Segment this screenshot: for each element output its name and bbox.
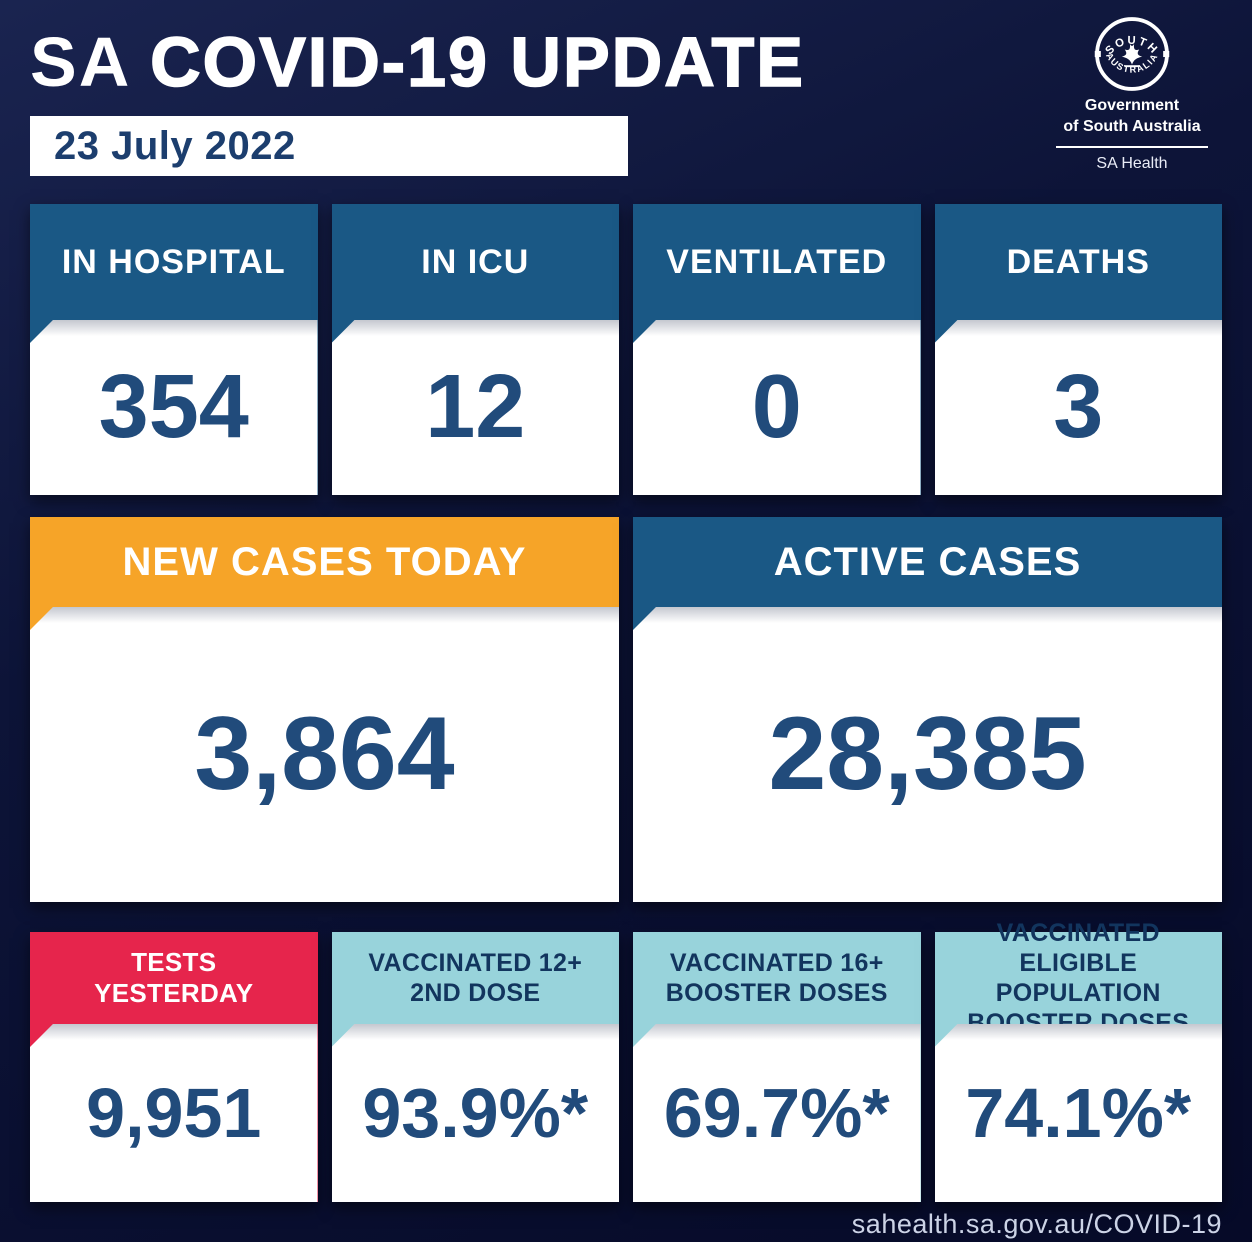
stat-card-header: VACCINATED 12+ 2ND DOSE — [331, 932, 619, 1024]
stat-value: 69.7%* — [663, 1074, 890, 1152]
stat-label: TESTS YESTERDAY — [94, 946, 254, 1008]
south-australia-seal-icon: SOUTH AUSTRALIA — [1094, 17, 1170, 91]
stat-card-body: 0 — [633, 320, 921, 495]
title-block: SA COVID-19 UPDATE 23 July 2022 — [30, 22, 805, 176]
stat-card-body: 93.9%* — [331, 1024, 619, 1202]
stat-label: DEATHS — [1006, 242, 1150, 281]
title-rest: COVID-19 UPDATE — [149, 22, 806, 102]
stat-card-body: 74.1%* — [934, 1024, 1222, 1202]
stat-label: VACCINATED ELIGIBLE POPULATION BOOSTER D… — [967, 919, 1190, 1037]
stats-row-hospital: IN HOSPITAL 354 IN ICU 12 VENTILATED 0 D… — [30, 204, 1222, 495]
stat-card-ventilated: VENTILATED 0 — [633, 204, 921, 495]
stats-row-cases: NEW CASES TODAY 3,864 ACTIVE CASES 28,38… — [30, 517, 1222, 902]
stat-label: ACTIVE CASES — [773, 539, 1082, 584]
stat-card-header: DEATHS — [934, 204, 1222, 320]
stat-card-header: VACCINATED 16+ BOOSTER DOSES — [633, 932, 921, 1024]
stat-card-header: TESTS YESTERDAY — [30, 932, 318, 1024]
stat-label: NEW CASES TODAY — [122, 539, 527, 584]
stat-card-in-hospital: IN HOSPITAL 354 — [30, 204, 318, 495]
stat-card-body: 12 — [331, 320, 619, 495]
stat-card-new-cases: NEW CASES TODAY 3,864 — [30, 517, 619, 902]
stat-card-tests-yesterday: TESTS YESTERDAY 9,951 — [30, 932, 318, 1202]
stat-value: 93.9%* — [362, 1074, 589, 1152]
stat-card-deaths: DEATHS 3 — [934, 204, 1222, 495]
page-title: SA COVID-19 UPDATE — [30, 22, 805, 102]
sa-health-label: SA Health — [1096, 154, 1168, 172]
footer-url: sahealth.sa.gov.au/COVID-19 — [851, 1209, 1222, 1239]
footer: sahealth.sa.gov.au/COVID-19 — [30, 1209, 1222, 1240]
stat-card-body: 3,864 — [30, 607, 619, 902]
stat-card-active-cases: ACTIVE CASES 28,385 — [633, 517, 1222, 902]
stat-label: IN ICU — [421, 242, 530, 281]
stat-label: VACCINATED 12+ 2ND DOSE — [368, 949, 583, 1007]
stat-card-body: 9,951 — [30, 1024, 318, 1202]
logo-divider — [1056, 145, 1208, 148]
stat-card-vaccinated-eligible-booster: VACCINATED ELIGIBLE POPULATION BOOSTER D… — [934, 919, 1222, 1202]
government-logo-block: SOUTH AUSTRALIA Government of South Aust… — [1042, 16, 1222, 173]
stats-row-tests-vaccination: TESTS YESTERDAY 9,951 VACCINATED 12+ 2ND… — [30, 919, 1222, 1202]
stat-value: 0 — [751, 357, 802, 457]
stat-value: 3 — [1053, 357, 1104, 457]
stat-card-header: IN HOSPITAL — [30, 204, 318, 320]
stat-card-body: 354 — [30, 320, 318, 495]
stat-card-body: 69.7%* — [633, 1024, 921, 1202]
government-of-south-australia-label: Government of South Australia — [1063, 97, 1201, 135]
stat-card-body: 28,385 — [633, 607, 1222, 902]
stat-card-header: NEW CASES TODAY — [30, 517, 619, 607]
stat-label: VACCINATED 16+ BOOSTER DOSES — [665, 949, 888, 1007]
header: SA COVID-19 UPDATE 23 July 2022 SOUTH AU… — [30, 17, 1222, 176]
stat-card-body: 3 — [934, 320, 1222, 495]
stat-card-in-icu: IN ICU 12 — [331, 204, 619, 495]
stat-card-header: IN ICU — [331, 204, 619, 320]
stat-card-header: ACTIVE CASES — [633, 517, 1222, 607]
piping-shrike-bird-icon — [1121, 43, 1143, 65]
stat-label: IN HOSPITAL — [61, 242, 286, 281]
stat-card-header: VACCINATED ELIGIBLE POPULATION BOOSTER D… — [934, 919, 1222, 1037]
stat-value: 354 — [98, 357, 249, 457]
date-text: 23 July 2022 — [54, 123, 296, 168]
stat-value: 74.1%* — [965, 1074, 1192, 1152]
stat-card-header: VENTILATED — [633, 204, 921, 320]
stat-card-vaccinated-16plus-booster: VACCINATED 16+ BOOSTER DOSES 69.7%* — [633, 932, 921, 1202]
stat-label: VENTILATED — [666, 242, 888, 281]
stat-value: 28,385 — [768, 696, 1087, 812]
stat-value: 9,951 — [86, 1074, 262, 1152]
title-prefix: SA — [30, 23, 151, 101]
stat-card-vaccinated-12plus-2nd-dose: VACCINATED 12+ 2ND DOSE 93.9%* — [331, 932, 619, 1202]
date-banner: 23 July 2022 — [30, 116, 628, 176]
stat-value: 12 — [425, 357, 526, 457]
stat-value: 3,864 — [194, 696, 455, 812]
